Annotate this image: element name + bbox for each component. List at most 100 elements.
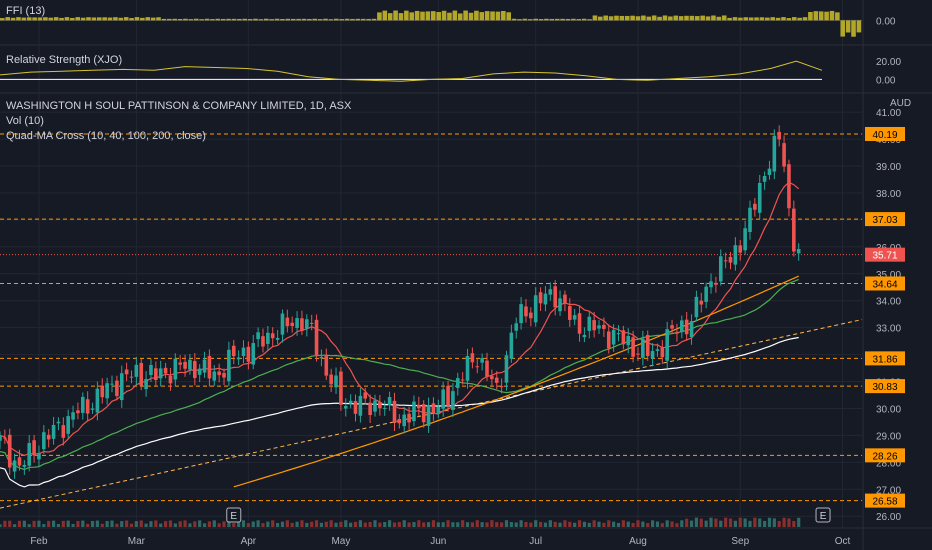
candle — [699, 292, 704, 313]
ffi-bar — [571, 18, 576, 21]
candle — [636, 347, 640, 361]
volume-bar — [412, 522, 416, 527]
candle-body — [275, 337, 280, 340]
rs-legend: Relative Strength (XJO) — [6, 54, 123, 66]
candle — [382, 400, 387, 416]
candle — [641, 330, 645, 366]
candle — [660, 340, 665, 365]
volume-bar — [568, 521, 572, 527]
candle — [66, 409, 70, 439]
price-tick-label: 30.00 — [876, 404, 901, 415]
ffi-bar — [457, 13, 463, 21]
volume-bar — [422, 522, 426, 527]
candle-body — [76, 410, 80, 414]
candle-body — [305, 319, 309, 329]
candle-body — [743, 228, 747, 251]
volume-bar — [319, 522, 324, 527]
candle-body — [792, 208, 796, 252]
candle-body — [110, 383, 114, 385]
ffi-bar — [26, 17, 32, 21]
level-price-text: 34.64 — [872, 279, 897, 290]
candle-body — [694, 296, 699, 318]
volume-bar — [402, 520, 406, 527]
volume-bar — [787, 518, 791, 527]
candle — [436, 399, 441, 419]
volume-bar — [144, 523, 148, 527]
volume-bar — [495, 522, 499, 527]
volume-bar — [314, 520, 319, 527]
candle-body — [300, 318, 304, 331]
ffi-bar — [21, 17, 27, 21]
time-tick-label: Feb — [30, 536, 48, 547]
candle — [796, 243, 801, 261]
candle-body — [670, 325, 674, 329]
candle — [22, 459, 27, 475]
candle — [280, 309, 285, 343]
volume-bar — [71, 523, 75, 527]
volume-bar — [797, 517, 801, 527]
volume-bar — [777, 520, 781, 527]
candle-body — [684, 319, 689, 335]
ffi-bar — [37, 17, 43, 21]
candle-body — [285, 317, 290, 327]
candle-body — [655, 349, 660, 351]
volume-bar — [597, 521, 601, 527]
candle-body — [533, 295, 538, 323]
ffi-bar — [818, 11, 824, 21]
candle-body — [163, 367, 168, 374]
candle — [275, 330, 280, 345]
volume-bar — [675, 523, 679, 527]
ffi-bar — [770, 17, 775, 21]
candle — [738, 240, 743, 261]
level-price-label: 30.83 — [865, 379, 905, 394]
candle-body — [592, 320, 596, 331]
ffi-bar — [824, 11, 829, 21]
ffi-bar — [258, 19, 264, 21]
ffi-bar — [840, 20, 846, 37]
volume-bar — [680, 520, 684, 527]
candle — [455, 372, 460, 396]
volume-bar — [417, 520, 421, 527]
ffi-bar — [360, 18, 366, 21]
volume-bar — [743, 518, 747, 527]
volume-bar — [548, 520, 552, 527]
ffi-bar — [447, 12, 452, 21]
candle-body — [689, 321, 694, 338]
ffi-bar — [215, 18, 221, 21]
ffi-bar — [204, 18, 210, 21]
ffi-bar — [269, 19, 274, 21]
candle — [163, 362, 168, 379]
level-price-label: 37.03 — [865, 212, 905, 227]
candle-body — [514, 323, 519, 331]
ffi-bar — [641, 15, 646, 21]
ffi-bar — [765, 17, 770, 21]
candle — [553, 280, 557, 316]
candle — [602, 317, 606, 337]
ffi-bar — [738, 17, 743, 21]
ffi-bar — [517, 19, 522, 21]
candle — [222, 368, 226, 386]
volume-bar — [300, 520, 304, 527]
volume-bar — [524, 521, 528, 527]
ffi-bar — [113, 17, 118, 21]
candle-body — [441, 389, 445, 409]
volume-bar — [17, 520, 22, 527]
candle-body — [222, 373, 226, 378]
candle — [499, 378, 504, 394]
candle — [3, 429, 7, 444]
ffi-bar — [285, 18, 291, 21]
candle-body — [757, 182, 762, 213]
candle — [168, 367, 173, 391]
volume-bar — [8, 520, 12, 527]
candle-body — [85, 399, 90, 414]
candle-body — [236, 357, 241, 360]
volume-bar — [22, 520, 26, 527]
candle — [42, 425, 46, 454]
candle-body — [577, 313, 582, 334]
ffi-bar — [64, 17, 70, 21]
candle — [597, 320, 601, 335]
candle-body — [66, 416, 70, 434]
volume-bar — [295, 521, 299, 527]
